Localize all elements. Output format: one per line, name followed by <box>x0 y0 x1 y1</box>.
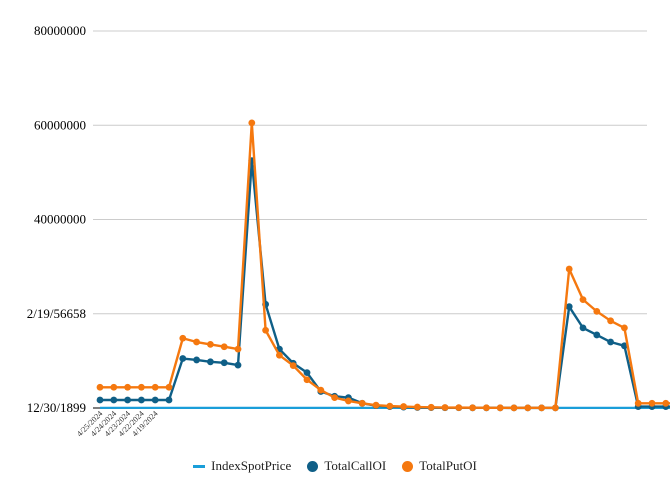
data-point-total-put-oi <box>220 343 228 351</box>
legend-label-total-put-oi: TotalPutOI <box>419 458 477 473</box>
data-point-total-put-oi <box>386 402 394 410</box>
data-point-total-put-oi <box>345 397 352 405</box>
data-point-total-put-oi <box>510 404 518 412</box>
data-point-total-call-oi <box>579 324 587 332</box>
data-point-total-put-oi <box>124 383 131 391</box>
data-point-total-put-oi <box>289 362 297 369</box>
data-point-total-put-oi <box>110 383 118 391</box>
data-point-total-put-oi <box>234 345 242 353</box>
data-point-total-put-oi <box>248 119 256 127</box>
data-point-total-put-oi <box>138 383 145 391</box>
data-point-total-put-oi <box>179 334 187 342</box>
legend-swatch-total-put-oi <box>402 460 414 472</box>
data-point-total-put-oi <box>496 404 504 412</box>
y-tick-label: 12/30/1899 <box>27 400 86 415</box>
data-point-total-put-oi <box>151 383 159 391</box>
data-point-total-put-oi <box>317 386 325 394</box>
data-point-total-put-oi <box>538 404 545 412</box>
data-point-total-put-oi <box>358 399 366 407</box>
series-layer <box>96 119 670 412</box>
data-point-total-put-oi <box>455 404 463 412</box>
series-total-put-oi <box>96 119 670 412</box>
data-point-total-put-oi <box>607 317 614 325</box>
data-point-total-put-oi <box>565 265 573 273</box>
data-point-total-call-oi <box>138 396 145 404</box>
data-point-total-call-oi <box>220 359 228 367</box>
data-point-total-call-oi <box>124 396 131 404</box>
data-point-total-put-oi <box>414 403 421 411</box>
data-point-total-put-oi <box>427 403 435 411</box>
data-point-total-put-oi <box>469 404 476 412</box>
data-point-total-call-oi <box>234 361 242 369</box>
y-tick-label: 80000000 <box>34 23 86 38</box>
legend-label-index-spot-price: IndexSpotPrice <box>211 458 292 473</box>
data-point-total-put-oi <box>207 340 214 348</box>
data-point-total-put-oi <box>372 401 380 409</box>
data-point-total-put-oi <box>593 307 601 315</box>
y-axis-tick-labels: 12/30/1899 2/19/56658 40000000 60000000 8000… <box>27 23 86 415</box>
data-point-total-call-oi <box>165 396 173 404</box>
data-point-total-call-oi <box>303 369 311 377</box>
legend: IndexSpotPrice TotalCallOI TotalPutOI <box>0 456 670 476</box>
series-line-total-put-oi <box>100 121 670 410</box>
data-point-total-call-oi <box>621 342 628 350</box>
data-point-total-put-oi <box>96 383 104 391</box>
data-point-total-call-oi <box>179 355 187 362</box>
legend-label-total-call-oi: TotalCallOI <box>324 458 387 473</box>
data-point-total-call-oi <box>565 303 573 311</box>
legend-item-total-put-oi: TotalPutOI <box>402 458 477 474</box>
data-point-total-put-oi <box>524 404 532 412</box>
legend-swatch-index-spot-price <box>193 464 206 468</box>
legend-item-total-call-oi: TotalCallOI <box>307 458 386 474</box>
data-point-total-put-oi <box>483 404 490 412</box>
data-point-total-call-oi <box>207 358 214 366</box>
data-point-total-call-oi <box>151 396 159 404</box>
data-point-total-call-oi <box>96 396 104 404</box>
data-point-total-put-oi <box>662 399 670 407</box>
data-point-total-call-oi <box>110 396 118 404</box>
data-point-total-put-oi <box>634 399 642 407</box>
data-point-total-put-oi <box>276 351 283 359</box>
data-point-total-put-oi <box>648 399 656 407</box>
data-point-total-call-oi <box>607 338 614 346</box>
data-point-total-put-oi <box>303 376 311 384</box>
y-tick-label: 2/19/56658 <box>27 306 86 321</box>
x-axis-tick-labels: 4/25/20244/24/20244/23/20244/22/20244/19… <box>75 409 160 438</box>
data-point-total-put-oi <box>193 338 201 346</box>
data-point-total-put-oi <box>579 296 587 304</box>
data-point-total-put-oi <box>400 403 407 410</box>
y-tick-label: 40000000 <box>34 212 86 227</box>
y-tick-label: 60000000 <box>34 117 86 132</box>
data-point-total-call-oi <box>193 356 201 364</box>
data-point-total-put-oi <box>621 324 628 332</box>
legend-swatch-total-call-oi <box>307 460 319 472</box>
data-point-total-put-oi <box>262 326 269 334</box>
data-point-total-put-oi <box>552 404 559 412</box>
series-total-call-oi <box>96 157 670 412</box>
data-point-total-put-oi <box>331 394 338 402</box>
data-point-total-put-oi <box>165 383 173 391</box>
series-line-total-call-oi <box>100 159 670 410</box>
data-point-total-put-oi <box>441 404 449 411</box>
data-point-total-call-oi <box>593 331 601 339</box>
line-chart: 12/30/1899 2/19/56658 40000000 60000000 8000… <box>27 23 670 438</box>
legend-item-index-spot-price: IndexSpotPrice <box>193 458 291 474</box>
